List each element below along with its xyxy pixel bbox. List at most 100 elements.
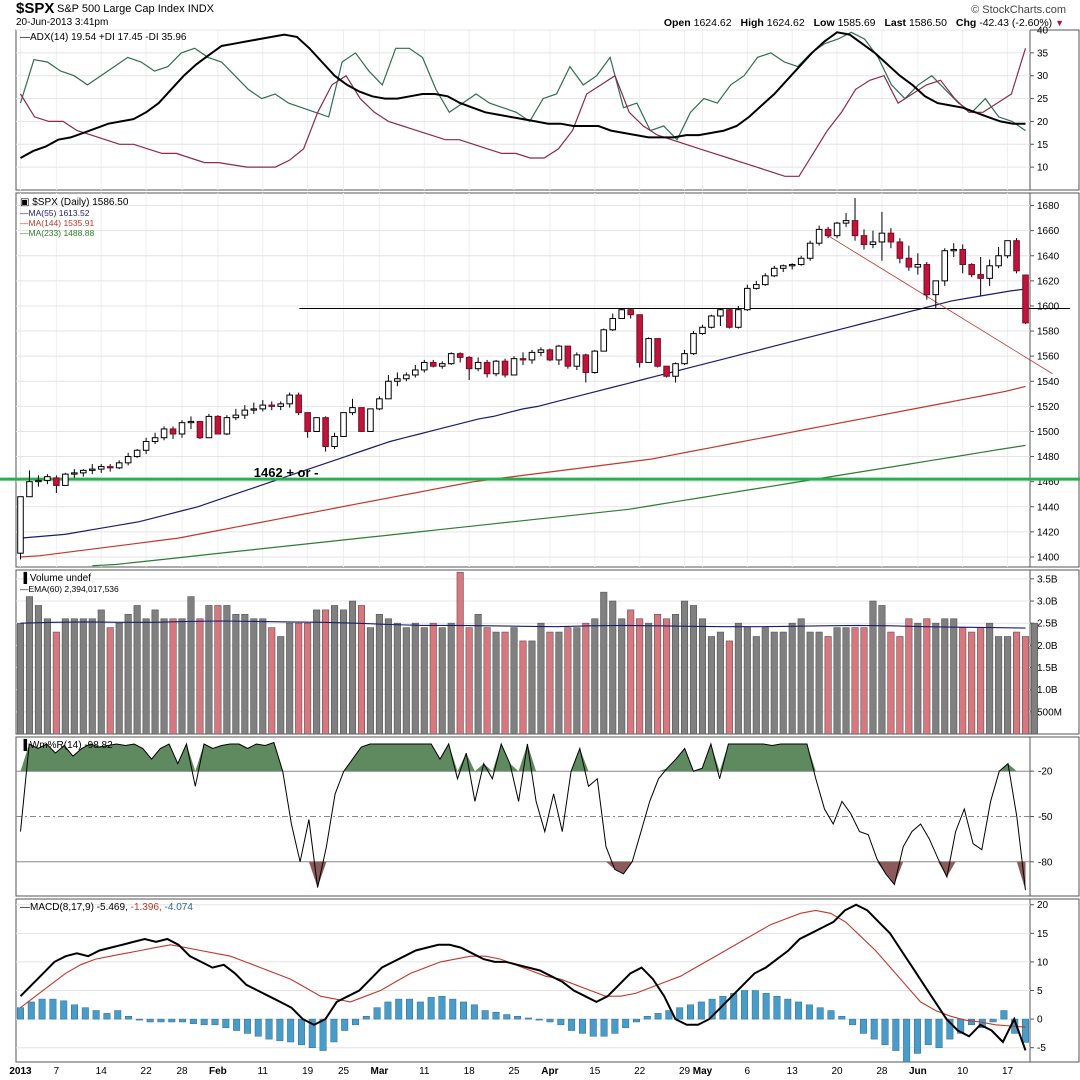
volume-bar: [1004, 636, 1012, 735]
williams-oversold-fill: [20, 861, 1026, 891]
candle-body: [385, 380, 392, 400]
macd-histogram-bar: [741, 990, 749, 1020]
candle-body: [169, 428, 177, 435]
volume-bar: [537, 622, 545, 735]
x-tick-label: 14: [96, 1066, 108, 1077]
candle-body: [286, 394, 293, 405]
macd-histogram-bar: [211, 1018, 219, 1026]
macd-histogram-bar: [395, 998, 403, 1020]
candle-body: [80, 469, 87, 474]
macd-histogram-bar: [967, 1018, 975, 1026]
candle-body: [627, 309, 634, 316]
macd-panel-tick-label: -5: [1037, 1043, 1046, 1054]
volume-bar: [268, 627, 276, 735]
candle-body: [178, 422, 186, 435]
volume-bar: [420, 627, 428, 735]
macd-histogram-bar: [189, 1018, 197, 1024]
watermark: © StockCharts.com: [971, 4, 1066, 16]
volume-bar: [61, 618, 69, 735]
candle-body: [770, 267, 778, 277]
macd-histogram-bar: [546, 1018, 554, 1023]
macd-histogram-bar: [773, 995, 781, 1020]
candle-body: [142, 440, 150, 451]
volume-bar: [70, 618, 78, 735]
x-tick-label: 28: [176, 1066, 188, 1077]
macd-histogram-bar: [784, 998, 792, 1020]
macd-histogram-bar: [849, 1018, 857, 1026]
macd-histogram-bar: [503, 1014, 511, 1020]
chart-header: $SPX S&P 500 Large Cap Index INDX 20-Jun…: [0, 0, 1080, 30]
volume-panel-tick-label: 3.0B: [1037, 597, 1058, 608]
candle-body: [753, 284, 760, 289]
name-text: S&P 500 Large Cap Index: [57, 3, 185, 15]
price-panel-tick-label: 1440: [1037, 502, 1060, 513]
adx-line: [20, 31, 1026, 159]
macd-histogram-bar: [330, 1018, 338, 1043]
volume-ema-legend: —EMA(60) 2,394,017,536: [20, 584, 119, 594]
macd-histogram-bar: [892, 1018, 900, 1051]
volume-bar: [815, 631, 823, 735]
macd-panel: [15, 898, 1080, 1063]
macd-histogram-bar: [416, 1001, 424, 1020]
williams-legend: ▐ Wm%R(14) -98.82: [20, 738, 113, 752]
volume-bar: [905, 618, 913, 735]
macd-histogram-bar: [92, 1010, 100, 1020]
volume-panel-tick-label: 1.5B: [1037, 663, 1058, 674]
price-panel: [15, 192, 1080, 568]
candle-body: [322, 417, 329, 448]
candle-body: [250, 408, 258, 411]
price-panel-tick-label: 1580: [1037, 327, 1060, 338]
volume-bar: [474, 614, 482, 735]
candle-body: [97, 466, 105, 470]
volume-bar: [600, 591, 608, 735]
macd-histogram-bar: [460, 1001, 468, 1020]
price-panel-tick-label: 1640: [1037, 251, 1060, 262]
adx-panel-tick-label: 40: [1037, 26, 1049, 37]
candle-body: [806, 242, 814, 259]
volume-bar: [384, 618, 392, 735]
volume-panel-tick-label: 2.5B: [1037, 619, 1058, 630]
volume-bar: [752, 636, 760, 735]
volume-bar: [52, 631, 60, 735]
macd-histogram-bar: [762, 993, 770, 1020]
candle-body: [295, 394, 302, 414]
candle-body: [779, 265, 787, 269]
volume-bar: [995, 636, 1003, 735]
volume-bar: [232, 614, 240, 735]
volume-bar: [761, 627, 769, 735]
ma-legend: —MA(144) 1535.91: [20, 218, 94, 228]
macd-histogram-bar: [1022, 1018, 1029, 1043]
volume-bar: [779, 631, 787, 735]
volume-bar: [860, 627, 868, 735]
candle-body: [744, 287, 751, 311]
macd-histogram-bar: [913, 1018, 921, 1054]
volume-bar: [366, 627, 374, 735]
candle-body: [241, 409, 249, 416]
candle-body: [62, 473, 69, 486]
volume-bar: [932, 622, 940, 735]
volume-bar: [88, 618, 96, 735]
volume-bar: [959, 627, 967, 735]
volume-bar: [259, 618, 267, 735]
volume-bar: [878, 605, 886, 735]
candle-body: [546, 349, 554, 361]
candle-body: [582, 354, 590, 373]
macd-legend-part: -1.396,: [131, 902, 165, 913]
macd-histogram-bar: [903, 1018, 911, 1063]
ma55-line: [20, 288, 1026, 539]
volume-bar: [573, 627, 581, 735]
last-value: 1586.50: [908, 17, 947, 29]
volume-bar: [16, 622, 25, 735]
volume-bar: [887, 631, 895, 735]
candle-body: [896, 241, 904, 259]
x-tick-label: 17: [1002, 1066, 1014, 1077]
candle-body: [447, 353, 455, 365]
macd-histogram-bar: [438, 995, 446, 1020]
price-panel-tick-label: 1620: [1037, 276, 1060, 287]
adx-panel: [15, 29, 1080, 191]
volume-bar: [950, 618, 958, 735]
candle-body: [573, 354, 581, 367]
macd-histogram-bar: [1000, 1010, 1008, 1020]
support-label: 1462 + or -: [254, 465, 319, 480]
